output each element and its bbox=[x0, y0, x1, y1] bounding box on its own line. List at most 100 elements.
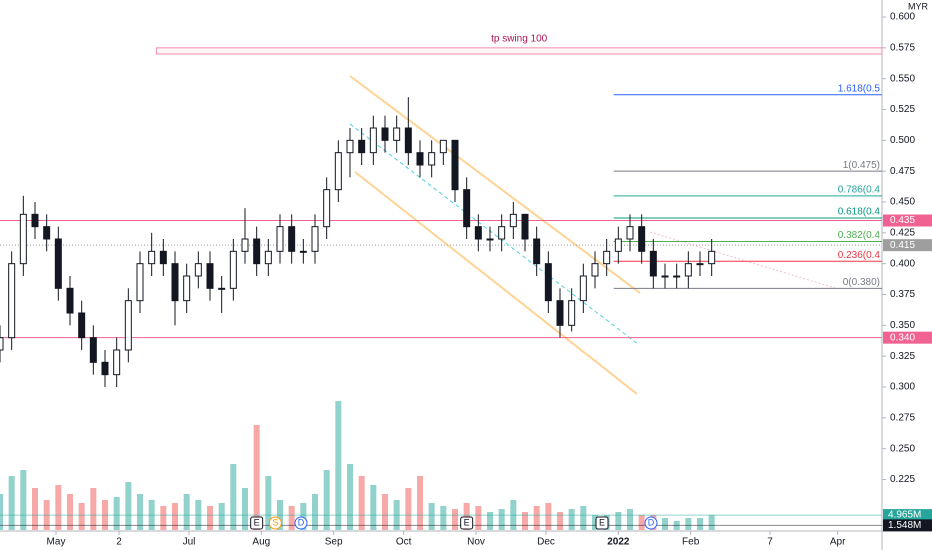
y-tick-label: 0.375 bbox=[890, 289, 915, 300]
x-tick-label: 7 bbox=[767, 537, 773, 548]
channel-line bbox=[349, 75, 641, 294]
candle-body bbox=[229, 250, 237, 289]
volume-bar bbox=[207, 506, 213, 530]
volume-bar bbox=[662, 518, 668, 530]
volume-bar bbox=[347, 464, 353, 530]
x-tick-label: Aug bbox=[252, 537, 270, 548]
candle-body bbox=[544, 263, 552, 302]
candle-body bbox=[369, 127, 377, 154]
volume-bar bbox=[428, 503, 435, 530]
candle-body bbox=[206, 263, 214, 289]
volume-label: 1.548M bbox=[888, 520, 921, 531]
currency: MYR bbox=[908, 1, 929, 11]
candle-body bbox=[113, 349, 121, 376]
candle-body bbox=[19, 213, 27, 265]
volume-bar bbox=[8, 476, 15, 530]
candle-body bbox=[276, 226, 284, 252]
price-label: 0.415 bbox=[890, 240, 915, 251]
x-tick-label: 2022 bbox=[607, 537, 630, 548]
volume-label-box bbox=[883, 509, 932, 522]
candle-body bbox=[0, 337, 4, 351]
y-tick-label: 0.525 bbox=[890, 104, 915, 115]
fib-label: 0(0.380) bbox=[843, 277, 880, 288]
candle-body bbox=[696, 263, 704, 266]
y-tick-label: 0.350 bbox=[890, 320, 915, 331]
event-label: E bbox=[599, 517, 605, 527]
volume-bar bbox=[78, 503, 85, 530]
channel-line bbox=[354, 171, 638, 395]
fib-label: 0.236(0.4 bbox=[838, 250, 881, 261]
event-marker bbox=[460, 516, 474, 530]
volume-label-box bbox=[883, 519, 932, 532]
candle-body bbox=[533, 238, 541, 265]
x-tick-label: May bbox=[47, 537, 66, 548]
y-tick-label: 0.500 bbox=[890, 135, 915, 146]
x-tick-label: Dec bbox=[537, 537, 555, 548]
volume-bar bbox=[113, 497, 120, 530]
candle-body bbox=[603, 250, 611, 265]
event-label: S bbox=[272, 517, 278, 527]
y-tick-label: 0.575 bbox=[890, 42, 915, 53]
volume-bar bbox=[323, 470, 330, 530]
candle-body bbox=[148, 250, 156, 265]
volume-bar bbox=[417, 476, 423, 530]
candle-body bbox=[288, 226, 296, 252]
x-tick-label: Jul bbox=[183, 537, 196, 548]
candle-body bbox=[358, 139, 366, 154]
candle-body bbox=[416, 152, 424, 166]
volume-bar bbox=[90, 488, 97, 530]
volume-bar bbox=[475, 506, 482, 530]
candle-body bbox=[684, 263, 692, 277]
volume-bar bbox=[172, 503, 178, 530]
event-marker bbox=[595, 516, 609, 530]
candle-body bbox=[43, 226, 51, 240]
y-tick-label: 0.400 bbox=[890, 258, 915, 269]
volume-bar bbox=[160, 506, 167, 530]
volume-bar bbox=[230, 464, 237, 530]
price-label: 0.435 bbox=[890, 215, 915, 226]
fib-label: 0.382(0.4 bbox=[838, 230, 881, 241]
fib-label: 0.618(0.4 bbox=[838, 207, 881, 218]
candle-body bbox=[708, 250, 716, 265]
x-tick-label: Feb bbox=[682, 537, 700, 548]
candle-body bbox=[159, 250, 167, 265]
price-label-box bbox=[883, 239, 932, 252]
x-tick-label: 2 bbox=[116, 537, 122, 548]
volume-bar bbox=[0, 494, 3, 530]
x-tick-label: Oct bbox=[396, 537, 412, 548]
volume-bar bbox=[580, 506, 587, 530]
volume-bar bbox=[20, 470, 27, 530]
volume-bar bbox=[242, 488, 248, 530]
y-tick-label: 0.425 bbox=[890, 227, 915, 238]
price-label-box bbox=[883, 331, 932, 344]
volume-bar bbox=[312, 494, 318, 530]
candle-body bbox=[66, 287, 74, 314]
volume-bar bbox=[708, 515, 715, 530]
volume-bar bbox=[685, 518, 692, 530]
candle-body bbox=[299, 250, 307, 253]
volume-bar bbox=[697, 518, 703, 530]
candle-body bbox=[556, 300, 564, 326]
volume-bar bbox=[32, 488, 38, 530]
candle-body bbox=[439, 139, 447, 154]
candle-body bbox=[638, 226, 646, 252]
volume-bar bbox=[638, 515, 645, 530]
volume-bar bbox=[183, 494, 190, 530]
x-tick-label: Apr bbox=[830, 537, 846, 548]
y-tick-label: 0.300 bbox=[890, 382, 915, 393]
event-marker bbox=[294, 516, 308, 530]
volume-bar bbox=[288, 506, 295, 530]
candle-body bbox=[614, 238, 622, 252]
volume-bar bbox=[55, 485, 62, 530]
volume-bar bbox=[592, 515, 598, 530]
zone bbox=[155, 47, 883, 55]
candle-body bbox=[451, 139, 459, 191]
candle-body bbox=[101, 361, 109, 376]
volume-bar bbox=[522, 512, 528, 530]
volume-bar bbox=[382, 494, 388, 530]
event-marker bbox=[250, 516, 264, 530]
candle-body bbox=[264, 250, 272, 265]
volume-bar bbox=[557, 512, 563, 530]
candle-body bbox=[171, 263, 179, 302]
